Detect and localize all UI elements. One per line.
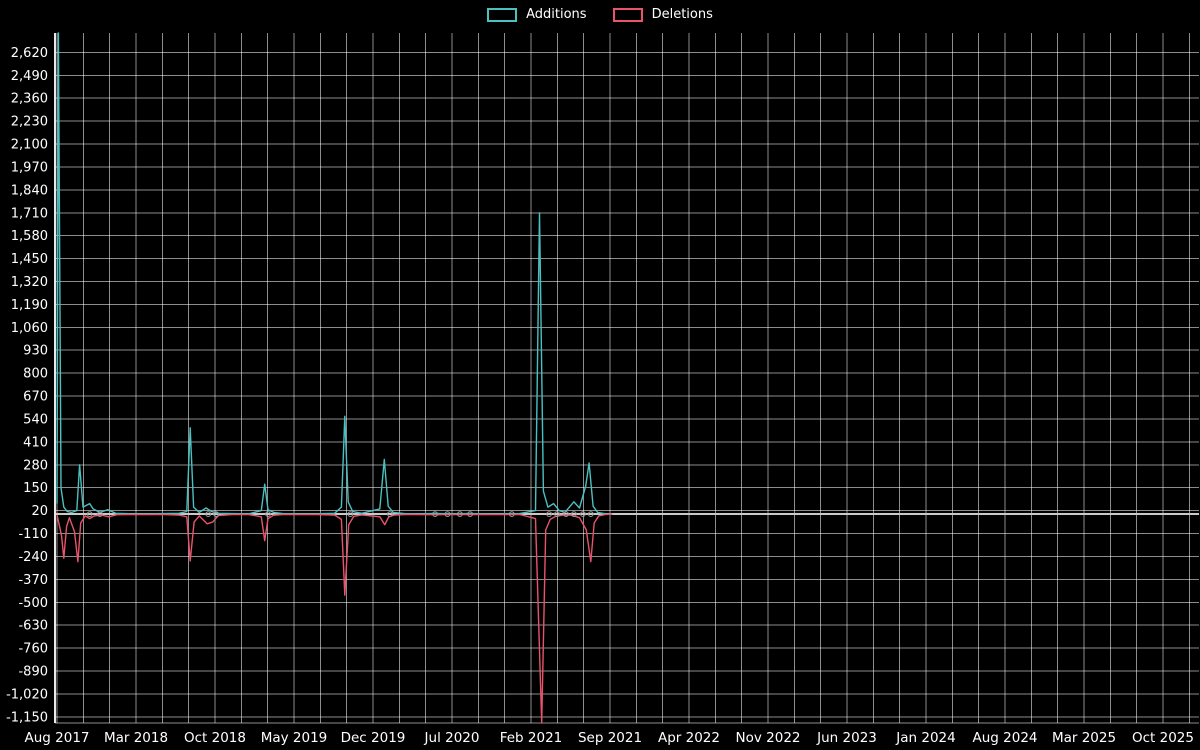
svg-text:Nov 2022: Nov 2022: [736, 730, 801, 746]
svg-text:20: 20: [31, 504, 48, 519]
svg-text:930: 930: [23, 344, 48, 359]
svg-text:Oct 2018: Oct 2018: [184, 730, 246, 746]
svg-text:1,970: 1,970: [11, 160, 48, 175]
data-point-marker: [554, 511, 560, 517]
y-axis-labels: 2,620 2,490 2,360 2,230 2,100 1,970 1,840 1,710…: [6, 46, 48, 725]
svg-text:Apr 2022: Apr 2022: [658, 730, 720, 746]
data-point-marker: [587, 511, 594, 517]
svg-text:-240: -240: [18, 550, 48, 565]
svg-text:280: 280: [23, 458, 48, 473]
legend-item-additions[interactable]: Additions: [487, 7, 587, 22]
svg-text:-1,150: -1,150: [6, 710, 48, 725]
svg-text:1,450: 1,450: [11, 252, 48, 267]
svg-text:-890: -890: [18, 665, 48, 680]
svg-text:1,190: 1,190: [11, 298, 48, 313]
data-point-marker: [508, 511, 515, 517]
svg-text:Aug 2024: Aug 2024: [972, 730, 1037, 746]
svg-text:2,230: 2,230: [11, 115, 48, 130]
svg-text:540: 540: [23, 413, 48, 428]
data-point-marker: [571, 511, 577, 517]
additions-legend-label: Additions: [526, 7, 587, 22]
svg-text:Dec 2019: Dec 2019: [341, 730, 406, 746]
data-point-marker: [86, 511, 93, 517]
svg-text:Feb 2021: Feb 2021: [500, 730, 563, 746]
svg-text:-370: -370: [18, 573, 48, 588]
svg-text:2,360: 2,360: [11, 92, 48, 107]
data-point-marker: [467, 511, 474, 517]
svg-text:Mar 2018: Mar 2018: [104, 730, 168, 746]
svg-text:-1,020: -1,020: [6, 687, 48, 702]
svg-text:2,620: 2,620: [11, 46, 48, 61]
legend-item-deletions[interactable]: Deletions: [612, 7, 713, 22]
svg-text:800: 800: [23, 367, 48, 382]
svg-text:Oct 2025: Oct 2025: [1132, 730, 1194, 746]
svg-text:1,320: 1,320: [11, 275, 48, 290]
svg-text:2,100: 2,100: [11, 138, 48, 153]
svg-text:May 2019: May 2019: [261, 730, 328, 746]
svg-text:Mar 2025: Mar 2025: [1052, 730, 1116, 746]
data-point-marker: [457, 511, 463, 517]
data-point-marker: [97, 511, 103, 517]
svg-text:Jan 2024: Jan 2024: [895, 730, 955, 746]
data-point-marker: [387, 511, 393, 517]
deletions-line: [56, 513, 613, 724]
svg-text:1,060: 1,060: [11, 321, 48, 336]
svg-text:Sep 2021: Sep 2021: [578, 730, 642, 746]
svg-text:Aug 2017: Aug 2017: [24, 730, 89, 746]
svg-text:-760: -760: [18, 642, 48, 657]
svg-text:670: 670: [23, 390, 48, 405]
data-point-marker: [563, 511, 569, 517]
svg-text:150: 150: [23, 481, 48, 496]
svg-text:-110: -110: [18, 527, 48, 542]
svg-text:-630: -630: [18, 619, 48, 634]
data-point-marker: [213, 511, 220, 517]
grid-lines: [55, 33, 1199, 723]
deletions-legend-label: Deletions: [651, 7, 713, 22]
deletions-swatch-icon: [612, 7, 643, 22]
svg-text:1,710: 1,710: [11, 206, 48, 221]
svg-text:Jun 2023: Jun 2023: [816, 730, 877, 746]
svg-text:2,490: 2,490: [11, 69, 48, 84]
svg-text:1,580: 1,580: [11, 229, 48, 244]
additions-swatch-icon: [487, 7, 518, 22]
svg-text:1,840: 1,840: [11, 183, 48, 198]
data-point-marker: [432, 511, 439, 517]
data-point-marker: [444, 511, 451, 517]
data-point-marker: [205, 511, 212, 517]
x-axis-labels: Aug 2017 Mar 2018 Oct 2018 May 2019 Dec 2019…: [24, 730, 1194, 746]
chart-legend: Additions Deletions: [0, 7, 1200, 22]
data-point-marker: [546, 511, 552, 517]
svg-text:Jul 2020: Jul 2020: [424, 730, 480, 746]
data-point-marker: [347, 511, 354, 517]
svg-text:-500: -500: [18, 596, 48, 611]
data-point-marker: [265, 511, 271, 517]
data-point-marker: [580, 511, 586, 517]
svg-text:410: 410: [23, 435, 48, 450]
